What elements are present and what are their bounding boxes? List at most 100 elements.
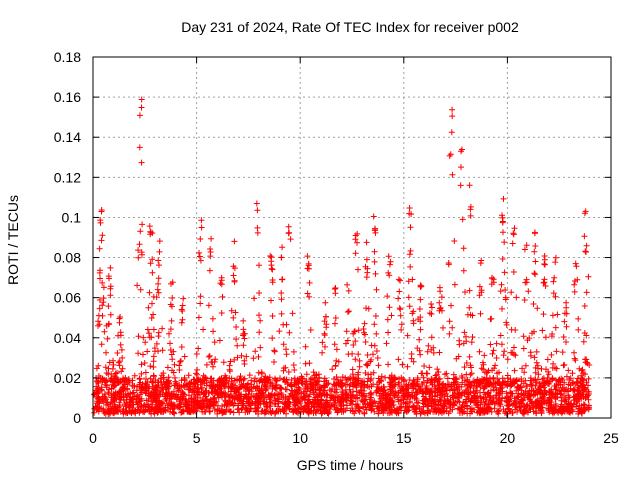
data-point	[227, 358, 234, 365]
data-point	[150, 364, 157, 370]
data-point	[245, 391, 252, 397]
data-point	[136, 398, 143, 405]
data-point	[307, 376, 314, 383]
data-point	[208, 235, 215, 242]
data-point	[398, 326, 405, 333]
data-point	[227, 388, 234, 395]
data-point	[567, 409, 573, 416]
data-point	[356, 408, 363, 415]
data-point	[469, 395, 476, 402]
x-tick-label: 10	[292, 430, 308, 446]
data-point	[446, 330, 453, 337]
data-point	[183, 381, 189, 388]
data-point	[349, 366, 356, 373]
data-point	[395, 356, 402, 363]
data-point	[548, 351, 555, 358]
data-point	[558, 388, 564, 395]
data-point	[208, 401, 215, 407]
data-point	[364, 352, 371, 358]
data-point	[116, 358, 123, 365]
data-point	[528, 387, 535, 394]
data-point	[271, 347, 278, 354]
data-point	[283, 346, 289, 353]
data-point	[223, 409, 230, 415]
data-point	[373, 330, 380, 337]
data-point	[135, 333, 142, 340]
data-point	[481, 369, 488, 376]
data-point	[556, 376, 563, 383]
data-point	[185, 402, 192, 409]
data-point	[500, 352, 507, 359]
data-point	[499, 388, 506, 395]
data-point	[319, 390, 326, 397]
data-point	[427, 379, 434, 386]
data-point	[212, 356, 219, 363]
data-point	[372, 270, 379, 277]
data-point	[145, 304, 152, 311]
data-point	[245, 380, 251, 387]
data-point	[428, 397, 435, 404]
data-point	[137, 407, 144, 414]
data-point	[285, 223, 292, 230]
data-point	[332, 320, 338, 327]
data-point	[578, 395, 585, 402]
data-point	[101, 328, 108, 335]
data-point	[447, 151, 454, 158]
data-point	[211, 339, 218, 346]
data-point	[285, 230, 292, 237]
data-point	[186, 380, 193, 387]
data-point	[526, 335, 533, 342]
x-tick-label: 25	[603, 430, 619, 446]
data-point	[98, 237, 105, 244]
data-point	[497, 288, 504, 295]
data-point	[438, 294, 445, 301]
data-point	[345, 351, 352, 358]
data-point	[525, 288, 532, 295]
data-point	[146, 289, 153, 296]
data-point	[240, 342, 247, 349]
data-point	[109, 378, 116, 384]
data-point	[370, 213, 377, 220]
data-point	[403, 408, 410, 415]
data-point	[545, 406, 552, 412]
data-point	[240, 395, 247, 402]
data-point	[169, 295, 176, 301]
data-point	[551, 404, 558, 411]
data-point	[285, 369, 292, 375]
data-point	[344, 281, 351, 288]
data-point	[180, 295, 187, 302]
data-point	[463, 360, 470, 366]
data-point	[203, 396, 210, 403]
data-point	[205, 353, 212, 360]
data-point	[581, 303, 588, 309]
data-point	[553, 365, 560, 372]
data-point	[342, 394, 349, 401]
data-point	[365, 375, 372, 382]
data-point	[222, 379, 229, 386]
data-point	[120, 409, 127, 415]
data-point	[98, 341, 105, 348]
data-point	[353, 388, 360, 395]
data-point	[188, 406, 195, 413]
data-point	[276, 384, 283, 391]
data-point	[332, 285, 339, 291]
data-point	[398, 374, 405, 381]
data-point	[481, 376, 488, 383]
data-point	[323, 324, 330, 331]
data-point	[395, 390, 402, 397]
data-point	[152, 389, 159, 396]
data-point	[332, 407, 339, 413]
data-point	[490, 386, 497, 393]
data-point	[460, 245, 467, 252]
data-point	[331, 341, 338, 348]
data-point	[489, 350, 496, 357]
data-point	[424, 377, 431, 384]
data-point	[514, 394, 521, 401]
data-point	[385, 253, 392, 260]
data-point	[417, 410, 424, 417]
data-point	[118, 346, 125, 353]
data-point	[457, 182, 464, 189]
data-point	[123, 396, 130, 403]
data-point	[172, 382, 179, 389]
data-point	[178, 344, 185, 350]
